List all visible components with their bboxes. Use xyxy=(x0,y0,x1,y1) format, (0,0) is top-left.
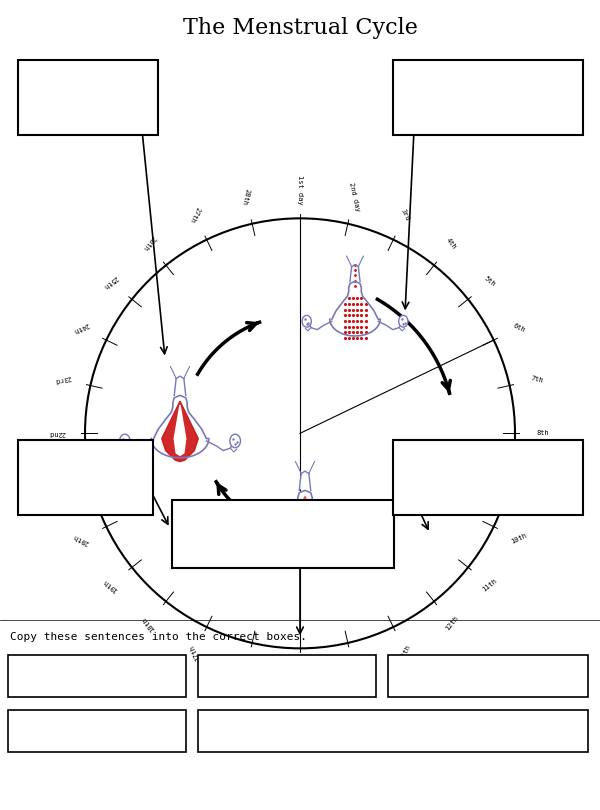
Polygon shape xyxy=(276,490,334,552)
Text: Copy these sentences into the correct boxes.: Copy these sentences into the correct bo… xyxy=(10,632,307,642)
Bar xyxy=(198,710,588,752)
Bar xyxy=(18,60,158,135)
Bar xyxy=(18,440,153,515)
Text: Egg released (ovulation): Egg released (ovulation) xyxy=(22,671,172,681)
Bar xyxy=(8,655,186,697)
Text: If egg is fertilised it settles into thick lining: If egg is fertilised it settles into thi… xyxy=(240,726,546,736)
Polygon shape xyxy=(330,281,380,336)
Text: 6th: 6th xyxy=(512,322,526,334)
Ellipse shape xyxy=(245,529,255,543)
Polygon shape xyxy=(350,266,360,281)
Text: 3rd: 3rd xyxy=(400,207,411,221)
Text: 2nd day: 2nd day xyxy=(348,181,361,211)
Text: 18th: 18th xyxy=(141,615,156,632)
Polygon shape xyxy=(299,474,311,490)
Text: 14th: 14th xyxy=(349,661,359,680)
Bar xyxy=(198,655,376,697)
Text: 13th: 13th xyxy=(399,643,412,661)
Ellipse shape xyxy=(355,529,365,543)
Text: 12th: 12th xyxy=(444,615,459,632)
Text: 28th: 28th xyxy=(241,187,251,206)
Text: 10th: 10th xyxy=(510,532,528,545)
Polygon shape xyxy=(162,401,198,462)
Text: 24th: 24th xyxy=(72,322,90,335)
Bar xyxy=(388,655,588,697)
Text: 16th: 16th xyxy=(241,661,251,680)
Text: 9th: 9th xyxy=(530,483,544,492)
Polygon shape xyxy=(290,496,320,554)
Polygon shape xyxy=(151,395,209,458)
Text: 4th: 4th xyxy=(445,237,458,250)
Bar xyxy=(172,500,394,568)
Text: 7th: 7th xyxy=(530,375,544,384)
Text: 26th: 26th xyxy=(141,235,156,252)
Text: 25th: 25th xyxy=(101,275,119,289)
Text: 5th: 5th xyxy=(483,275,497,288)
Bar xyxy=(393,440,583,515)
Text: 17th: 17th xyxy=(188,643,201,661)
Ellipse shape xyxy=(119,434,130,448)
Polygon shape xyxy=(174,378,186,395)
Bar xyxy=(8,710,186,752)
Ellipse shape xyxy=(398,315,408,327)
Text: Egg dies if not fertilised: Egg dies if not fertilised xyxy=(407,671,569,681)
Text: Period (menstruation): Period (menstruation) xyxy=(221,671,353,681)
Text: Lining starts to thicken: Lining starts to thicken xyxy=(22,726,172,736)
Text: 23rd: 23rd xyxy=(54,374,72,384)
Ellipse shape xyxy=(230,434,241,448)
Text: 19th: 19th xyxy=(101,578,119,592)
Text: The Menstrual Cycle: The Menstrual Cycle xyxy=(182,17,418,39)
Text: 1st day: 1st day xyxy=(297,176,303,205)
Text: 15th: 15th xyxy=(297,668,303,684)
Text: 27th: 27th xyxy=(188,206,201,224)
Text: 22nd: 22nd xyxy=(49,430,65,437)
Polygon shape xyxy=(174,405,186,455)
Text: 21st: 21st xyxy=(54,483,72,492)
Bar xyxy=(393,60,583,135)
Ellipse shape xyxy=(302,315,311,327)
Text: 20th: 20th xyxy=(72,532,90,545)
Text: 11th: 11th xyxy=(481,578,499,592)
Text: 8th: 8th xyxy=(536,430,550,437)
